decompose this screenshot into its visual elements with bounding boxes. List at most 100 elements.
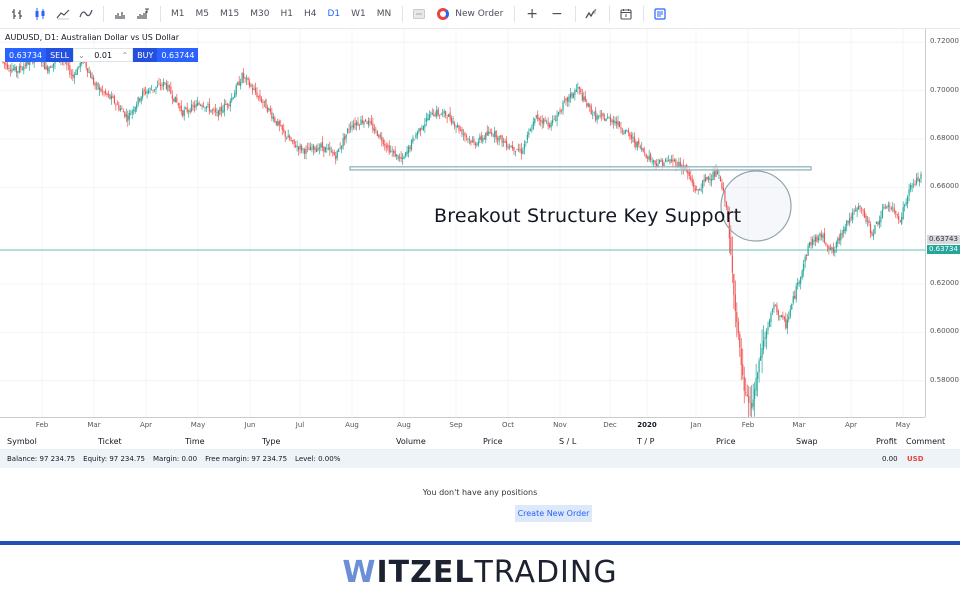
timeframe-d1[interactable]: D1 — [327, 9, 341, 19]
calendar-button[interactable] — [615, 3, 637, 25]
sell-button[interactable]: SELL — [46, 48, 74, 62]
area-chart-icon — [79, 9, 93, 18]
time-tick-label: Mar — [792, 421, 806, 429]
toolbar-divider — [160, 6, 161, 22]
margin: Margin: 0.00 — [152, 455, 198, 463]
svg-text:f: f — [594, 9, 597, 16]
column-header-ticket[interactable]: Ticket — [98, 436, 122, 446]
panel-icon — [654, 8, 666, 20]
balance: Balance: 97 234.75 — [7, 455, 76, 463]
time-tick-label: Aug — [345, 421, 359, 429]
zoom-out-button[interactable]: − — [551, 6, 563, 22]
chart-annotation-text[interactable]: Breakout Structure Key Support — [434, 205, 742, 227]
timeframe-h1[interactable]: H1 — [280, 9, 293, 19]
toolbar-divider — [574, 6, 576, 22]
price-tick-label: 0.62000 — [930, 279, 959, 288]
timeframe-mn[interactable]: MN — [376, 9, 392, 19]
create-new-order-button[interactable]: Create New Order — [515, 505, 592, 522]
toggle-panel-button[interactable] — [649, 3, 671, 25]
quantity-stepper[interactable]: ⌄ 0.01 ⌃ — [73, 48, 134, 62]
line-chart-icon — [56, 9, 70, 20]
volume-icon — [115, 12, 125, 19]
price-tick-label: 0.58000 — [930, 375, 959, 384]
column-header-type[interactable]: Type — [262, 436, 281, 446]
decrease-quantity-icon[interactable]: ⌄ — [78, 50, 85, 60]
column-header-time[interactable]: Time — [185, 436, 205, 446]
new-order-label: New Order — [455, 9, 504, 19]
last-price-tag: 0.63743 — [927, 235, 960, 244]
bar-chart-button[interactable] — [6, 3, 28, 25]
toolbar-divider — [642, 6, 644, 22]
positions-table-header: Symbol Ticket Time Type Volume Price S / L T / … — [0, 433, 960, 450]
time-axis[interactable]: Feb Mar Apr May Jun Jul Aug Aug Sep Oct Nov Dec 2020… — [0, 417, 925, 433]
increase-quantity-icon[interactable]: ⌃ — [121, 50, 129, 60]
volume-button[interactable] — [109, 3, 131, 25]
sell-price[interactable]: 0.63734 — [5, 48, 47, 62]
time-tick-label: Feb — [741, 421, 755, 429]
account-summary: Balance: 97 234.75 Equity: 97 234.75 Mar… — [0, 450, 960, 468]
bid-price-tag: 0.63734 — [927, 245, 960, 254]
price-axis[interactable]: 0.63743 0.63734 0.72000 0.70000 0.68000 0.6… — [925, 29, 960, 417]
one-click-trading-button[interactable] — [408, 3, 430, 25]
price-tick-label: 0.68000 — [930, 133, 959, 142]
new-order-icon — [437, 8, 450, 20]
line-chart-button[interactable] — [52, 3, 74, 25]
calendar-icon — [620, 9, 632, 20]
column-header-profit[interactable]: Profit — [876, 436, 897, 446]
time-tick-label: Sep — [449, 421, 463, 429]
time-tick-label: Aug — [397, 421, 411, 429]
timeframe-group: M1 M5 M15 M30 H1 H4 D1 W1 MN — [166, 3, 397, 25]
time-tick-label: Apr — [844, 421, 858, 429]
timeframe-m5[interactable]: M5 — [195, 9, 210, 19]
time-tick-label: Dec — [603, 421, 617, 429]
time-tick-label: May — [895, 421, 911, 429]
chart-toolbar: M1 M5 M15 M30 H1 H4 D1 W1 MN New Order + − f — [0, 0, 960, 29]
tick-volume-button[interactable] — [132, 3, 154, 25]
toolbar-divider — [514, 6, 516, 22]
price-tick-label: 0.72000 — [930, 37, 959, 46]
time-tick-label: Feb — [35, 421, 49, 429]
timeframe-m30[interactable]: M30 — [250, 9, 270, 19]
time-tick-label: Nov — [553, 421, 567, 429]
timeframe-m15[interactable]: M15 — [220, 9, 240, 19]
column-header-price[interactable]: Price — [483, 436, 503, 446]
column-header-tp[interactable]: T / P — [637, 436, 655, 446]
timeframe-m1[interactable]: M1 — [171, 9, 185, 19]
margin-level: Level: 0.00% — [295, 455, 341, 463]
area-chart-button[interactable] — [75, 3, 97, 25]
column-header-comment[interactable]: Comment — [906, 436, 946, 446]
positions-panel: Symbol Ticket Time Type Volume Price S / L T / … — [0, 433, 960, 540]
tick-volume-icon — [137, 8, 149, 19]
price-tick-label: 0.70000 — [930, 85, 959, 94]
column-header-volume[interactable]: Volume — [396, 436, 426, 446]
brand-footer: WITZELTRADING — [0, 545, 960, 600]
price-chart[interactable]: AUDUSD, D1: Australian Dollar vs US Doll… — [0, 29, 960, 433]
keyboard-icon — [413, 9, 426, 19]
time-tick-label: Oct — [501, 421, 515, 429]
logo-itzel: ITZEL — [376, 555, 475, 590]
candlestick-chart[interactable] — [0, 29, 925, 417]
quantity-value[interactable]: 0.01 — [94, 50, 113, 60]
column-header-swap[interactable]: Swap — [796, 436, 818, 446]
candlestick-button[interactable] — [29, 3, 51, 25]
indicators-button[interactable]: f — [581, 3, 603, 25]
column-header-price[interactable]: Price — [716, 436, 736, 446]
time-tick-label: Jan — [690, 421, 702, 429]
time-tick-label: May — [190, 421, 206, 429]
witzel-trading-logo: WITZELTRADING — [342, 555, 617, 590]
column-header-sl[interactable]: S / L — [559, 436, 577, 446]
account-currency: USD — [907, 455, 924, 463]
bar-chart-icon — [12, 9, 22, 19]
zoom-in-button[interactable]: + — [526, 6, 539, 22]
one-click-trade-panel: 0.63734 SELL ⌄ 0.01 ⌃ BUY 0.63744 — [5, 48, 199, 62]
column-header-symbol[interactable]: Symbol — [7, 436, 37, 446]
timeframe-w1[interactable]: W1 — [351, 9, 366, 19]
timeframe-h4[interactable]: H4 — [303, 9, 317, 19]
buy-price[interactable]: 0.63744 — [157, 48, 199, 62]
buy-button[interactable]: BUY — [133, 48, 158, 62]
new-order-button[interactable]: New Order — [431, 8, 509, 20]
highlight-circle[interactable] — [720, 170, 792, 242]
toolbar-divider — [402, 6, 404, 22]
support-zone-box[interactable] — [349, 166, 812, 171]
equity: Equity: 97 234.75 — [83, 455, 145, 463]
